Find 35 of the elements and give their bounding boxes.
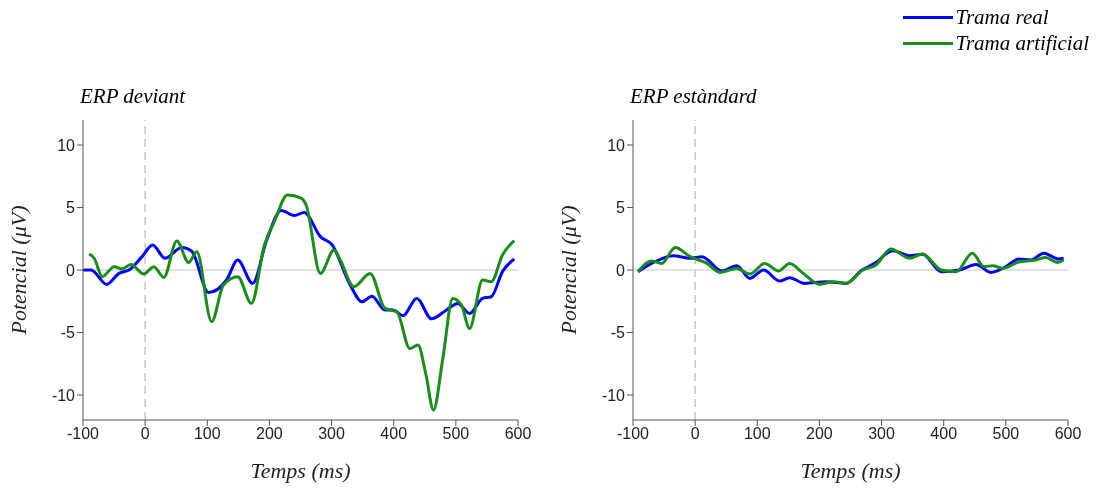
x-tick-label: 300 — [868, 425, 896, 443]
x-tick-label: 0 — [140, 425, 150, 443]
x-tick-label: 200 — [256, 425, 283, 443]
y-tick-label: 5 — [66, 199, 76, 217]
x-tick-label: 0 — [690, 425, 700, 443]
y-axis-title: Potencial (μV) — [5, 205, 31, 336]
y-tick-label: 5 — [616, 199, 626, 217]
x-tick-label: 500 — [442, 425, 470, 443]
x-tick-label: 100 — [193, 425, 221, 443]
x-tick-label: 400 — [380, 425, 408, 443]
y-tick-label: 0 — [66, 261, 76, 279]
x-tick-label: 400 — [930, 425, 958, 443]
legend-label: Trama artificial — [955, 30, 1089, 56]
x-tick-label: 500 — [992, 425, 1020, 443]
x-tick-label: 600 — [1054, 425, 1082, 443]
x-tick-label: 600 — [504, 425, 532, 443]
y-axis-title: Potencial (μV) — [555, 205, 581, 336]
x-tick-label: 200 — [806, 425, 833, 443]
y-tick-label: 0 — [616, 261, 626, 279]
x-tick-label: 100 — [743, 425, 771, 443]
y-tick-label: -5 — [610, 324, 626, 342]
x-axis-title: Temps (ms) — [250, 458, 351, 483]
chart-title: ERP estàndard — [630, 84, 757, 109]
legend-label: Trama real — [955, 4, 1049, 30]
line-series — [87, 193, 516, 412]
x-tick-label: -100 — [66, 425, 100, 443]
chart-title: ERP deviant — [80, 84, 186, 109]
x-tick-label: 300 — [318, 425, 346, 443]
x-tick-label: -100 — [616, 425, 650, 443]
y-tick-label: 10 — [607, 136, 626, 154]
y-tick-label: -10 — [601, 386, 626, 404]
y-tick-label: -5 — [60, 324, 76, 342]
y-tick-label: -10 — [51, 386, 76, 404]
y-tick-label: 10 — [57, 136, 76, 154]
x-axis-title: Temps (ms) — [800, 458, 901, 483]
